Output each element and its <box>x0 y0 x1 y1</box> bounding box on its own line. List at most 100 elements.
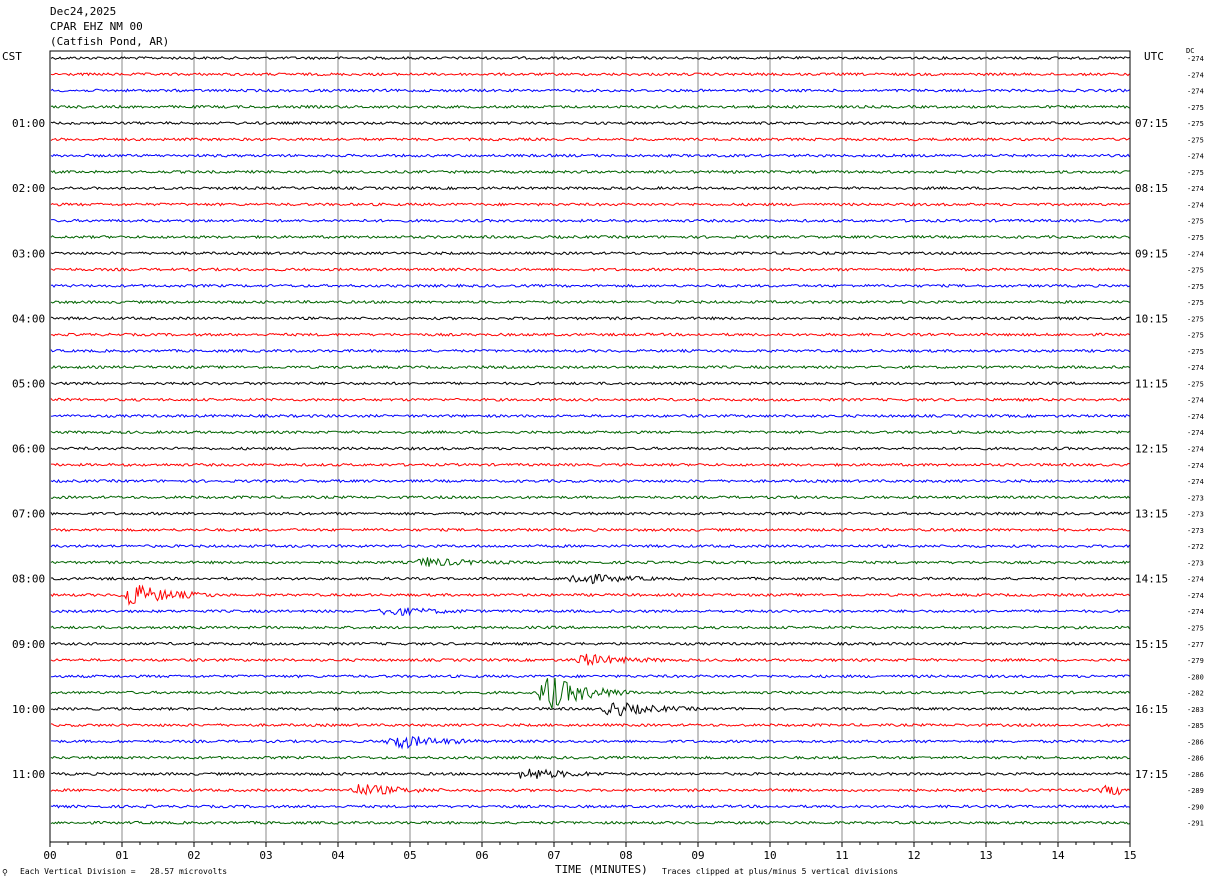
cst-axis-label: CST <box>2 50 22 63</box>
dc-offset-label: -274 <box>1187 592 1204 600</box>
dc-offset-label: -290 <box>1187 803 1204 811</box>
dc-offset-label: -283 <box>1187 706 1204 714</box>
dc-offset-label: -275 <box>1187 315 1204 323</box>
dc-offset-label: -274 <box>1187 201 1204 209</box>
dc-offset-label: -274 <box>1187 478 1204 486</box>
dc-offset-label: -273 <box>1187 527 1204 535</box>
utc-hour-label: 08:15 <box>1135 182 1168 195</box>
trace-row-1 <box>50 72 1130 77</box>
trace-row-42 <box>51 736 1130 750</box>
x-tick-label: 10 <box>763 849 776 862</box>
cst-hour-label: 11:00 <box>12 768 45 781</box>
trace-row-0 <box>50 55 1130 61</box>
trace-row-16 <box>50 316 1130 321</box>
dc-offset-label: -291 <box>1187 820 1204 828</box>
trace-row-35 <box>50 625 1130 630</box>
dc-offset-label: -275 <box>1187 283 1204 291</box>
trace-row-24 <box>50 446 1130 451</box>
trace-row-17 <box>50 332 1130 337</box>
trace-row-5 <box>50 137 1130 142</box>
trace-row-10 <box>50 218 1130 223</box>
station-title: CPAR EHZ NM 00 <box>50 20 143 33</box>
dc-offset-label: -275 <box>1187 136 1204 144</box>
dc-offset-label: -274 <box>1187 576 1204 584</box>
date-title: Dec24,2025 <box>50 5 117 18</box>
x-tick-label: 04 <box>331 849 345 862</box>
cst-hour-label: 06:00 <box>12 443 45 456</box>
dc-offset-label: -274 <box>1187 185 1204 193</box>
trace-row-4 <box>50 120 1130 126</box>
trace-row-39 <box>50 677 1130 709</box>
trace-row-13 <box>50 267 1130 272</box>
x-tick-label: 14 <box>1051 849 1065 862</box>
cst-hour-label: 10:00 <box>12 703 45 716</box>
utc-hour-label: 14:15 <box>1135 573 1168 586</box>
cst-hour-label: 08:00 <box>12 573 45 586</box>
dc-offset-label: -275 <box>1187 332 1204 340</box>
dc-offset-label: -275 <box>1187 169 1204 177</box>
dc-offset-label: -275 <box>1187 104 1204 112</box>
trace-row-7 <box>50 169 1130 175</box>
trace-row-44 <box>50 768 1130 779</box>
utc-hour-label: 10:15 <box>1135 312 1168 325</box>
trace-row-15 <box>50 299 1130 305</box>
dc-axis-label: DC <box>1186 47 1195 55</box>
utc-hour-label: 07:15 <box>1135 117 1168 130</box>
utc-hour-label: 15:15 <box>1135 638 1168 651</box>
trace-row-20 <box>50 381 1130 386</box>
dc-offset-label: -275 <box>1187 624 1204 632</box>
trace-row-27 <box>50 495 1130 500</box>
trace-row-46 <box>50 804 1130 809</box>
dc-offset-label: -275 <box>1187 120 1204 128</box>
dc-offset-label: -274 <box>1187 462 1204 470</box>
x-tick-label: 06 <box>475 849 488 862</box>
dc-offset-label: -289 <box>1187 787 1204 795</box>
dc-offset-label: -274 <box>1187 88 1204 96</box>
plot-frame <box>49 50 1131 843</box>
utc-hour-label: 16:15 <box>1135 703 1168 716</box>
cst-hour-label: 02:00 <box>12 182 45 195</box>
clip-note: Traces clipped at plus/minus 5 vertical … <box>662 867 899 876</box>
dc-offset-label: -274 <box>1187 364 1204 372</box>
x-tick-label: 13 <box>979 849 992 862</box>
trace-row-34 <box>50 607 1130 617</box>
dc-offset-label: -277 <box>1187 641 1204 649</box>
dc-offset-label: -274 <box>1187 429 1204 437</box>
trace-row-40 <box>50 702 1130 717</box>
trace-row-11 <box>50 234 1130 240</box>
utc-axis-label: UTC <box>1144 50 1164 63</box>
trace-row-38 <box>51 674 1130 679</box>
trace-row-18 <box>50 348 1130 354</box>
cst-hour-label: 07:00 <box>12 508 45 521</box>
dc-offset-label: -282 <box>1187 690 1204 698</box>
dc-offset-label: -274 <box>1187 397 1204 405</box>
trace-row-32 <box>50 573 1130 585</box>
dc-offset-label: -272 <box>1187 543 1204 551</box>
cst-hour-label: 05:00 <box>12 377 45 390</box>
dc-offset-label: -280 <box>1187 673 1204 681</box>
x-tick-label: 08 <box>619 849 632 862</box>
x-tick-label: 01 <box>115 849 128 862</box>
trace-row-6 <box>50 153 1130 158</box>
dc-offset-label: -274 <box>1187 55 1204 63</box>
trace-row-36 <box>50 641 1130 646</box>
dc-offset-label: -279 <box>1187 657 1204 665</box>
dc-offset-label: -285 <box>1187 722 1204 730</box>
dc-offset-label: -275 <box>1187 348 1204 356</box>
dc-offset-label: -275 <box>1187 267 1204 275</box>
utc-hour-label: 09:15 <box>1135 247 1168 260</box>
dc-offset-label: -274 <box>1187 71 1204 79</box>
trace-row-2 <box>50 88 1130 93</box>
utc-hour-label: 17:15 <box>1135 768 1168 781</box>
trace-row-45 <box>50 784 1130 796</box>
trace-row-3 <box>50 104 1130 110</box>
dc-offset-label: -274 <box>1187 446 1204 454</box>
trace-row-28 <box>50 511 1130 516</box>
dc-offset-label: -273 <box>1187 559 1204 567</box>
x-tick-label: 07 <box>547 849 560 862</box>
cst-hour-label: 04:00 <box>12 312 45 325</box>
trace-row-21 <box>50 397 1130 402</box>
trace-row-26 <box>50 478 1130 484</box>
x-tick-label: 12 <box>907 849 920 862</box>
